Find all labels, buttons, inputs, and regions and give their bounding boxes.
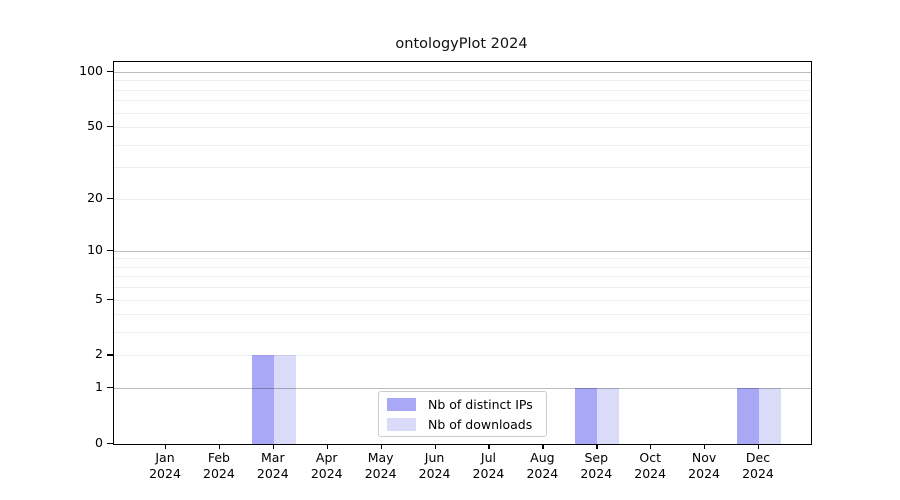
gridline-minor [114, 167, 811, 169]
gridline-minor [114, 314, 811, 316]
gridline-minor [114, 332, 811, 334]
y-tick-label: 5 [95, 290, 103, 306]
x-tick-label-jan: Jan 2024 [149, 450, 181, 481]
gridline-minor [114, 112, 811, 114]
gridline-minor [114, 266, 811, 268]
bar-sep-downloads [597, 388, 620, 444]
x-tick-label-jun: Jun 2024 [418, 450, 451, 481]
gridline-minor [114, 89, 811, 91]
x-tick-label-aug: Aug 2024 [526, 450, 559, 481]
x-tick-label-dec: Dec 2024 [742, 450, 774, 481]
gridline-major [114, 72, 811, 73]
y-tick-label: 20 [87, 189, 103, 205]
x-tick [380, 444, 382, 449]
legend-swatch-downloads [387, 417, 416, 431]
x-tick [542, 444, 544, 449]
x-tick-label-feb: Feb 2024 [203, 450, 235, 481]
gridline-minor [114, 299, 811, 301]
gridline-minor [114, 287, 811, 289]
x-tick [165, 444, 167, 449]
x-tick [218, 444, 221, 449]
x-tick [272, 444, 275, 449]
x-tick-label-nov: Nov 2024 [688, 450, 720, 481]
y-tick-label: 1 [95, 379, 103, 395]
y-tick [107, 126, 113, 128]
x-tick [650, 444, 652, 449]
bar-dec-distinct-ips [736, 388, 759, 444]
legend: Nb of distinct IPs Nb of downloads [378, 391, 547, 437]
x-tick-label-sep: Sep 2024 [580, 450, 613, 481]
gridline-minor [114, 355, 811, 357]
x-tick [488, 444, 490, 449]
y-tick-label: 100 [79, 63, 103, 78]
gridline-minor [114, 198, 811, 200]
x-tick [757, 444, 760, 449]
gridline-minor [114, 144, 811, 146]
y-tick [107, 249, 113, 251]
x-tick [326, 444, 329, 449]
x-tick-label-apr: Apr 2024 [310, 450, 343, 481]
y-tick [107, 197, 113, 199]
y-tick-label: 0 [95, 435, 103, 450]
bar-sep-distinct-ips [575, 388, 598, 444]
legend-entry-downloads: Nb of downloads [387, 417, 538, 432]
x-tick [596, 444, 598, 449]
bar-mar-distinct-ips [251, 355, 274, 444]
gridline-major [114, 250, 811, 252]
gridline-major [114, 388, 811, 390]
x-tick-label-may: May 2024 [364, 450, 397, 481]
chart-title: ontologyPlot 2024 [395, 36, 528, 52]
y-tick [107, 443, 113, 445]
gridline-minor [114, 100, 811, 102]
y-tick-label: 2 [95, 346, 103, 362]
legend-label: Nb of downloads [428, 416, 533, 432]
gridline-minor [114, 258, 811, 260]
x-tick-label-oct: Oct 2024 [634, 450, 667, 481]
x-tick-label-mar: Mar 2024 [256, 450, 289, 481]
legend-swatch-distinct-ips [387, 397, 416, 411]
plot-area [113, 61, 812, 445]
gridline-minor [114, 276, 811, 278]
plot-canvas [114, 62, 811, 444]
gridline-minor [114, 127, 811, 129]
legend-entry-distinct-ips: Nb of distinct IPs [387, 397, 538, 412]
x-tick [434, 444, 436, 449]
y-tick [107, 387, 113, 389]
y-tick-label: 50 [87, 118, 103, 134]
x-tick-label-jul: Jul 2024 [472, 450, 505, 481]
gridline-minor [114, 80, 811, 82]
x-tick [704, 444, 706, 449]
y-tick [107, 354, 113, 356]
bar-mar-downloads [273, 355, 296, 444]
y-tick-label: 10 [87, 241, 103, 257]
y-tick [107, 71, 113, 73]
legend-label: Nb of distinct IPs [428, 396, 533, 412]
y-tick [107, 298, 113, 300]
bar-dec-downloads [758, 388, 781, 444]
